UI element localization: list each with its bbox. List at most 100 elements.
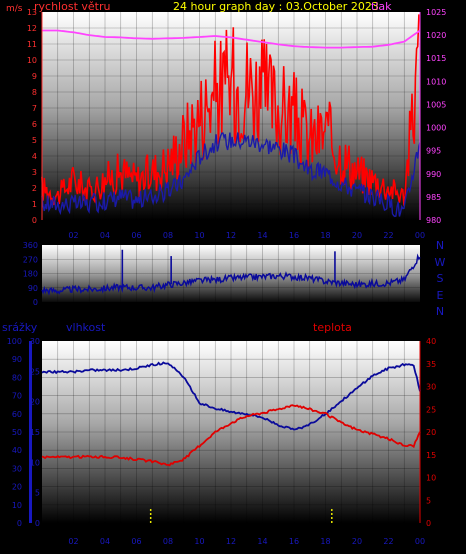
x-tick-label: 10 — [194, 537, 204, 546]
direction-series — [41, 253, 421, 296]
direction-y-tick: 0 — [33, 298, 38, 307]
compass-label: E — [437, 289, 444, 302]
wind-y-tick: 9 — [32, 72, 37, 81]
pressure-y-tick: 1015 — [426, 54, 446, 63]
x-tick-label: 02 — [68, 231, 78, 240]
rain-axis-bar — [29, 341, 32, 523]
humidity-y-tick: 40 — [12, 446, 22, 455]
x-tick-label: 12 — [226, 537, 236, 546]
rain-y-tick: 15 — [30, 428, 40, 437]
x-tick-label: 14 — [257, 537, 267, 546]
wind-y-tick: 10 — [27, 56, 37, 65]
direction-tick-labels: 0 90 180 270 360 — [23, 241, 38, 307]
wind-y-tick: 7 — [32, 104, 37, 113]
pressure-y-tick: 995 — [426, 147, 441, 156]
chart-title: 24 hour graph day : 03.October 2023 — [173, 0, 379, 13]
humidity-series — [41, 361, 421, 523]
temperature-y-tick: 20 — [426, 428, 436, 437]
pressure-label: tlak — [371, 0, 392, 13]
humidity-grid — [42, 341, 420, 523]
temperature-y-tick: 15 — [426, 451, 436, 460]
direction-plot-area — [42, 245, 420, 302]
wind-y-tick: 13 — [27, 8, 37, 17]
direction-y-tick: 270 — [23, 255, 38, 264]
wind-tick-labels: 0123456789101112139809859909951000100510… — [27, 8, 447, 240]
humidity-y-tick: 70 — [12, 392, 22, 401]
wind-y-tick: 5 — [32, 136, 37, 145]
x-tick-label: 18 — [320, 231, 330, 240]
wind-y-tick: 8 — [32, 88, 37, 97]
wind-y-tick: 2 — [32, 184, 37, 193]
temperature-y-tick: 10 — [426, 474, 436, 483]
x-tick-label: 20 — [352, 231, 362, 240]
wind-gust-series — [41, 14, 420, 206]
humidity-y-tick: 30 — [12, 464, 22, 473]
wind-y-tick: 4 — [32, 152, 37, 161]
pressure-y-tick: 1020 — [426, 31, 446, 40]
humidity-y-tick: 0 — [17, 519, 22, 528]
wind-speed-label: rychlost větru — [34, 0, 110, 13]
x-tick-label: 08 — [163, 537, 173, 546]
rain-y-tick: 20 — [30, 398, 40, 407]
humidity-y-tick: 50 — [12, 428, 22, 437]
humidity-label: vlhkost — [66, 321, 106, 334]
x-tick-label: 04 — [100, 231, 110, 240]
x-tick-label: 20 — [352, 537, 362, 546]
wind-series — [41, 14, 421, 218]
wind-y-tick: 6 — [32, 120, 37, 129]
humidity-plot-area — [42, 341, 420, 523]
humidity-y-tick: 10 — [12, 501, 22, 510]
x-tick-label: 06 — [131, 231, 141, 240]
pressure-y-tick: 1000 — [426, 124, 446, 133]
compass-label: N — [436, 239, 444, 252]
x-tick-label: 06 — [131, 537, 141, 546]
x-tick-label: 22 — [383, 231, 393, 240]
x-tick-label: 16 — [289, 231, 299, 240]
humidity-series — [41, 361, 421, 431]
temperature-y-tick: 40 — [426, 337, 436, 346]
wind-average-series — [41, 132, 421, 218]
x-tick-label: 16 — [289, 537, 299, 546]
compass-label: W — [435, 256, 446, 269]
humidity-temperature-panel: 0102030405060708090100051015202530051015… — [2, 321, 436, 546]
direction-y-tick: 90 — [28, 284, 38, 293]
rain-y-tick: 30 — [30, 337, 40, 346]
pressure-y-tick: 1005 — [426, 100, 446, 109]
rain-y-tick: 10 — [30, 458, 40, 467]
humidity-y-tick: 100 — [7, 337, 22, 346]
rain-y-tick: 25 — [30, 367, 40, 376]
temperature-y-tick: 0 — [426, 519, 431, 528]
direction-series — [41, 249, 421, 296]
x-tick-label: 00 — [415, 231, 425, 240]
x-tick-label: 22 — [383, 537, 393, 546]
direction-y-tick: 180 — [23, 270, 38, 279]
temperature-series — [41, 404, 421, 467]
temperature-y-tick: 30 — [426, 383, 436, 392]
temperature-y-tick: 5 — [426, 496, 431, 505]
wind-pressure-panel: 0123456789101112139809859909951000100510… — [6, 0, 446, 240]
humidity-tick-labels: 0102030405060708090100051015202530051015… — [7, 337, 436, 546]
compass-label: S — [437, 272, 444, 285]
pressure-y-tick: 980 — [426, 216, 441, 225]
rain-label: srážky — [2, 321, 38, 334]
x-tick-label: 08 — [163, 231, 173, 240]
wind-unit-label: m/s — [6, 4, 23, 14]
humidity-y-tick: 90 — [12, 355, 22, 364]
x-tick-label: 04 — [100, 537, 110, 546]
x-tick-label: 10 — [194, 231, 204, 240]
pressure-y-tick: 1010 — [426, 77, 446, 86]
x-tick-label: 00 — [415, 537, 425, 546]
wind-y-tick: 11 — [27, 40, 37, 49]
wind-y-tick: 0 — [32, 216, 37, 225]
x-tick-label: 18 — [320, 537, 330, 546]
temperature-y-tick: 25 — [426, 405, 436, 414]
temperature-label: teplota — [313, 321, 352, 334]
x-tick-label: 02 — [68, 537, 78, 546]
wind-y-tick: 1 — [32, 200, 37, 209]
wind-y-tick: 3 — [32, 168, 37, 177]
humidity-y-tick: 60 — [12, 410, 22, 419]
humidity-y-tick: 20 — [12, 483, 22, 492]
